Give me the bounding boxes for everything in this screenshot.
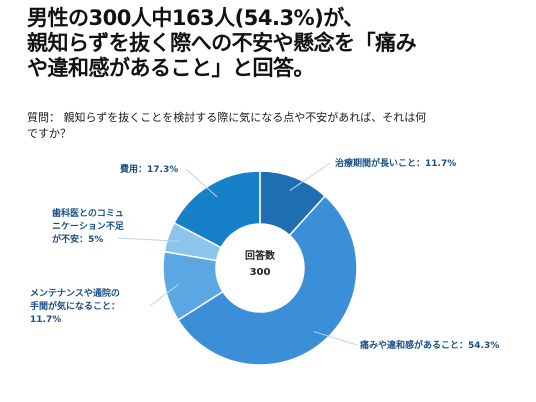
- headline-line-3: や違和感があること」と回答。: [27, 56, 315, 80]
- leader-line: [185, 168, 218, 198]
- survey-question-line-1: 質問： 親知らずを抜くことを検討する際に気になる点や不安があれば、それは何: [27, 111, 427, 124]
- slice-label-line: 費用：17.3%: [120, 163, 178, 175]
- slice-label: 痛みや違和感があること：54.3%: [359, 339, 499, 351]
- headline-line-1: 男性の300人中163人(54.3%)が、: [27, 6, 364, 30]
- slice-label: メンテナンスや通院の手間が気になること： 11.7%: [30, 287, 120, 325]
- headline: 男性の300人中163人(54.3%)が、 親知らずを抜く際への不安や懸念を「痛…: [27, 6, 527, 81]
- leader-line: [313, 330, 358, 346]
- slice-label-line: 痛みや違和感があること：54.3%: [359, 339, 499, 351]
- headline-line-2: 親知らずを抜く際への不安や懸念を「痛み: [27, 31, 417, 55]
- slice-label: 費用：17.3%: [120, 163, 178, 175]
- donut-slice: [173, 170, 261, 249]
- leader-line: [117, 237, 182, 242]
- slice-label-line: 治療期間が長いこと：11.7%: [335, 157, 456, 169]
- survey-question-line-2: ですか？: [27, 127, 71, 140]
- survey-question: 質問： 親知らずを抜くことを検討する際に気になる点や不安があれば、それは何 です…: [27, 110, 517, 142]
- center-label: 回答数: [245, 249, 276, 262]
- slice-label-line: 11.7%: [30, 315, 61, 325]
- slice-label-line: 手間が気になること：: [30, 300, 120, 312]
- center-value: 300: [250, 267, 271, 278]
- donut-slice: [177, 194, 358, 366]
- slice-label-line: ニケーション不足: [52, 221, 125, 232]
- leader-line: [149, 283, 179, 307]
- donut-slices: [162, 170, 358, 366]
- slice-label: 歯科医とのコミュニケーション不足が不安：5%: [52, 207, 125, 245]
- slice-label-line: 歯科医とのコミュ: [52, 207, 124, 219]
- slice-label: 治療期間が長いこと：11.7%: [335, 157, 456, 169]
- leader-line: [289, 162, 331, 191]
- leader-lines: [117, 162, 358, 346]
- slice-labels: 治療期間が長いこと：11.7% 痛みや違和感があること：54.3% メンテナンスや通…: [30, 157, 499, 351]
- slice-label-line: メンテナンスや通院の: [30, 287, 120, 299]
- slice-label-line: が不安：5%: [52, 233, 103, 245]
